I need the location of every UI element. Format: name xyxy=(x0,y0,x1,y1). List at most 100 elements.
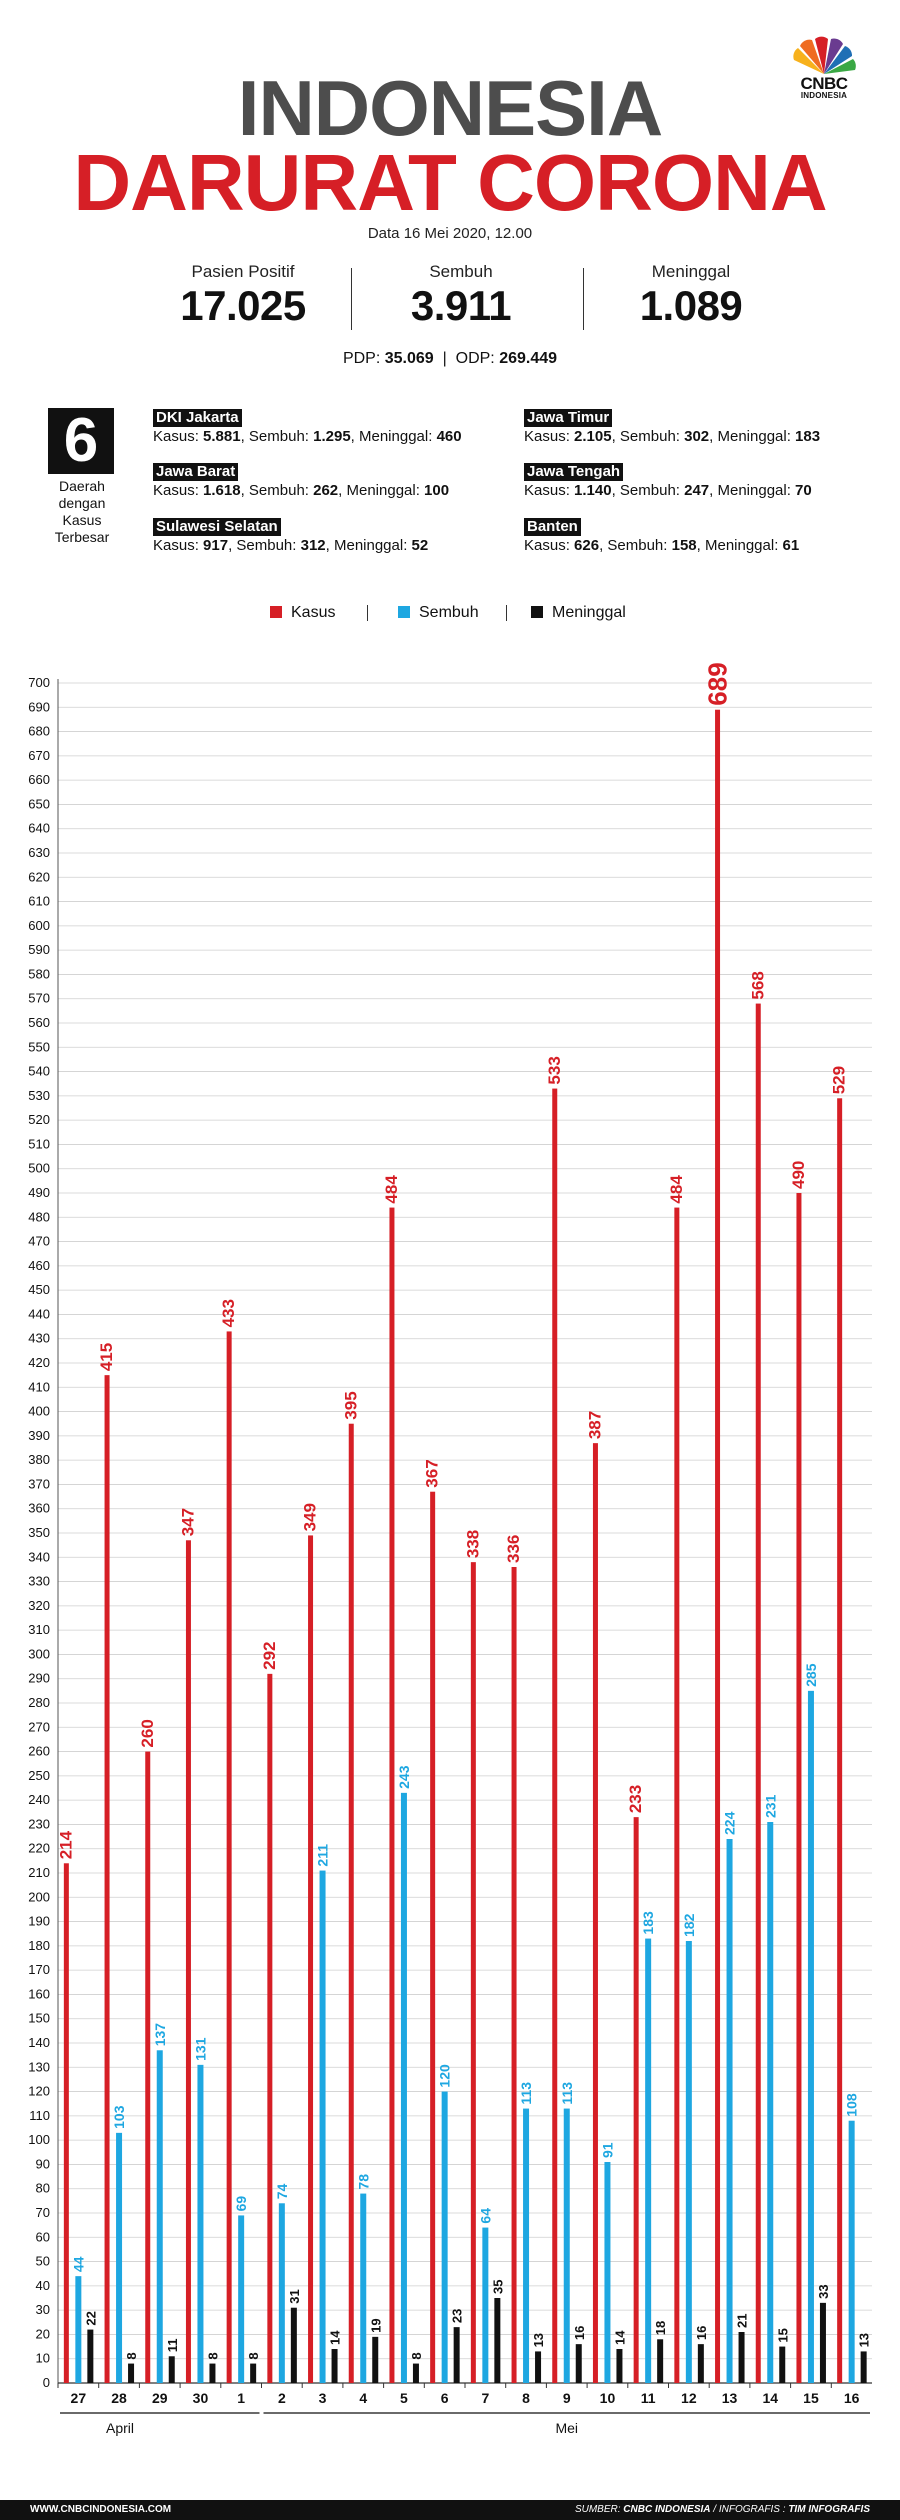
cnbc-logo: CNBC INDONESIA xyxy=(784,36,864,100)
bar-sembuh xyxy=(685,1941,692,2383)
x-tick-label: 28 xyxy=(111,2390,127,2406)
data-label-sembuh: 224 xyxy=(722,1811,738,1835)
data-label-meninggal: 8 xyxy=(124,2352,139,2359)
y-tick-label: 700 xyxy=(28,675,50,690)
y-tick-label: 360 xyxy=(28,1501,50,1516)
caption-line: Daerah xyxy=(59,478,105,494)
data-label-sembuh: 103 xyxy=(111,2105,127,2129)
data-label-sembuh: 231 xyxy=(762,1794,778,1818)
data-label-meninggal: 13 xyxy=(857,2333,872,2347)
data-label-sembuh: 120 xyxy=(437,2064,453,2088)
y-tick-label: 460 xyxy=(28,1258,50,1273)
region-block: Banten Kasus: 626, Sembuh: 158, Meninggal… xyxy=(524,517,799,555)
x-tick-label: 1 xyxy=(237,2390,245,2406)
x-tick-label: 9 xyxy=(563,2390,571,2406)
pdp-value: 35.069 xyxy=(384,350,434,367)
bar-meninggal xyxy=(128,2363,135,2383)
meninggal-label: , Meninggal: xyxy=(696,537,783,554)
bar-meninggal xyxy=(209,2363,216,2383)
bar-kasus xyxy=(715,709,721,2383)
y-tick-label: 330 xyxy=(28,1574,50,1589)
bar-sembuh xyxy=(482,2227,489,2383)
data-label-sembuh: 78 xyxy=(355,2174,371,2190)
footer-source: SUMBER: CNBC INDONESIA / INFOGRAFIS : TI… xyxy=(575,2500,870,2520)
x-tick-label: 3 xyxy=(319,2390,327,2406)
data-label-meninggal: 16 xyxy=(694,2326,709,2340)
y-tick-label: 180 xyxy=(28,1938,50,1953)
bar-sembuh xyxy=(400,1792,407,2383)
data-label-meninggal: 31 xyxy=(287,2289,302,2303)
bar-meninggal xyxy=(535,2351,542,2383)
bar-meninggal xyxy=(779,2346,786,2383)
y-tick-label: 260 xyxy=(28,1744,50,1759)
bar-sembuh xyxy=(604,2162,611,2383)
caption-line: Kasus xyxy=(62,512,102,528)
bar-kasus xyxy=(185,1540,191,2383)
region-stats: Kasus: 2.105, Sembuh: 302, Meninggal: 18… xyxy=(524,427,820,446)
kasus-value: 1.140 xyxy=(574,482,612,499)
footer-source-name: CNBC INDONESIA xyxy=(623,2504,711,2515)
y-tick-label: 510 xyxy=(28,1136,50,1151)
region-block: Jawa Barat Kasus: 1.618, Sembuh: 262, Men… xyxy=(153,462,449,500)
data-label-meninggal: 23 xyxy=(450,2309,465,2323)
data-label-sembuh: 113 xyxy=(518,2082,534,2105)
sembuh-value: 247 xyxy=(684,482,710,499)
stat-value: 3.911 xyxy=(410,282,512,329)
data-label-sembuh: 44 xyxy=(70,2256,86,2272)
y-tick-label: 560 xyxy=(28,1015,50,1030)
y-tick-label: 190 xyxy=(28,1914,50,1929)
stat-sembuh: Sembuh 3.911 xyxy=(341,262,581,330)
data-label-meninggal: 22 xyxy=(83,2311,98,2325)
data-label-kasus: 349 xyxy=(301,1503,320,1531)
y-tick-label: 10 xyxy=(36,2351,50,2366)
bar-sembuh xyxy=(278,2203,285,2383)
bar-kasus xyxy=(552,1088,558,2383)
meninggal-label: , Meninggal: xyxy=(338,482,425,499)
bar-sembuh xyxy=(523,2108,530,2383)
y-tick-label: 470 xyxy=(28,1234,50,1249)
bar-kasus xyxy=(226,1331,232,2383)
data-label-meninggal: 15 xyxy=(775,2328,790,2342)
meninggal-label: , Meninggal: xyxy=(709,482,796,499)
region-stats: Kasus: 1.140, Sembuh: 247, Meninggal: 70 xyxy=(524,481,812,500)
data-label-kasus: 214 xyxy=(56,1830,75,1859)
footer-source-sep: / INFOGRAFIS : xyxy=(710,2504,789,2515)
bar-sembuh xyxy=(116,2132,123,2383)
x-tick-label: 13 xyxy=(722,2390,738,2406)
kasus-value: 626 xyxy=(574,537,600,554)
data-label-kasus: 367 xyxy=(423,1459,442,1487)
brand-sub: INDONESIA xyxy=(800,91,848,100)
data-label-kasus: 484 xyxy=(667,1175,686,1204)
bar-kasus xyxy=(104,1375,110,2383)
data-label-sembuh: 182 xyxy=(681,1913,697,1937)
data-label-sembuh: 108 xyxy=(844,2093,860,2117)
y-tick-label: 600 xyxy=(28,918,50,933)
legend-item-kasus: Kasus xyxy=(270,603,335,623)
legend-item-sembuh: Sembuh xyxy=(398,603,479,623)
y-tick-label: 630 xyxy=(28,845,50,860)
kasus-label: Kasus: xyxy=(153,482,204,499)
sembuh-value: 1.295 xyxy=(313,428,351,445)
bar-sembuh xyxy=(197,2064,204,2383)
x-tick-label: 6 xyxy=(441,2390,449,2406)
data-label-kasus: 529 xyxy=(830,1066,849,1094)
y-tick-label: 150 xyxy=(28,2011,50,2026)
x-tick-label: 2 xyxy=(278,2390,286,2406)
stat-divider xyxy=(583,268,584,330)
y-tick-label: 290 xyxy=(28,1671,50,1686)
y-tick-label: 100 xyxy=(28,2132,50,2147)
x-tick-label: 30 xyxy=(193,2390,209,2406)
data-label-sembuh: 285 xyxy=(803,1663,819,1687)
bar-kasus xyxy=(308,1535,314,2383)
kasus-label: Kasus: xyxy=(524,428,575,445)
legend-label: Sembuh xyxy=(419,604,479,621)
x-tick-label: 8 xyxy=(522,2390,530,2406)
sembuh-label: , Sembuh: xyxy=(240,428,314,445)
y-tick-label: 540 xyxy=(28,1064,50,1079)
bar-meninggal xyxy=(494,2298,501,2383)
y-tick-label: 250 xyxy=(28,1768,50,1783)
y-tick-label: 0 xyxy=(43,2375,50,2390)
bar-meninggal xyxy=(290,2307,297,2383)
y-tick-label: 170 xyxy=(28,1962,50,1977)
meninggal-value: 70 xyxy=(795,482,812,499)
